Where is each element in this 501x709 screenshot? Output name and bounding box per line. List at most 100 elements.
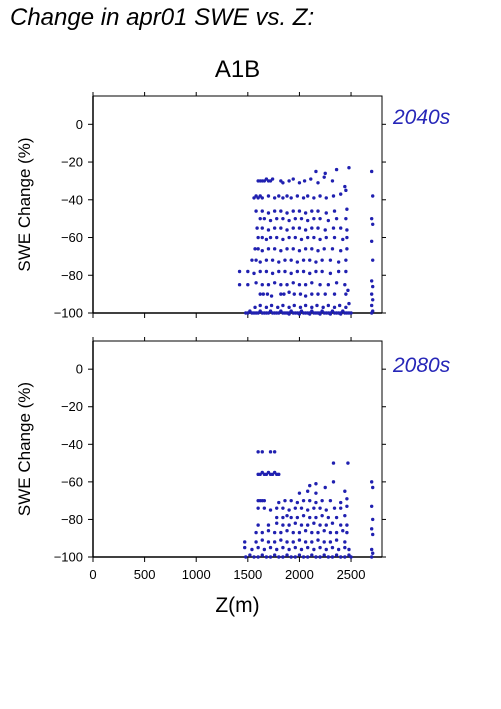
x-tick-label: 0 <box>89 567 96 582</box>
data-point <box>331 461 336 465</box>
data-point <box>299 523 304 527</box>
data-point <box>275 515 279 520</box>
data-point <box>314 491 318 495</box>
data-point <box>310 292 314 296</box>
data-point <box>312 521 316 525</box>
data-point <box>305 235 310 240</box>
data-point <box>264 269 269 274</box>
data-point <box>303 211 308 215</box>
data-point <box>337 303 342 308</box>
data-point <box>316 292 320 296</box>
data-point <box>266 540 271 544</box>
data-point <box>272 553 277 557</box>
data-point <box>316 226 320 230</box>
data-point <box>292 292 296 296</box>
data-point <box>343 513 347 518</box>
data-point <box>301 555 306 559</box>
data-point <box>279 283 283 287</box>
data-point <box>277 260 281 264</box>
data-point <box>314 500 318 505</box>
data-point <box>287 179 291 183</box>
data-point <box>330 247 335 251</box>
data-point <box>258 269 262 274</box>
data-point <box>322 247 326 251</box>
data-point <box>285 194 289 198</box>
data-point <box>299 237 304 242</box>
data-point <box>308 515 312 520</box>
data-point <box>297 491 302 495</box>
data-point <box>314 482 318 486</box>
data-point <box>264 258 269 262</box>
data-point <box>303 529 308 533</box>
y-tick-label: −80 <box>61 268 83 283</box>
data-point <box>341 237 345 242</box>
data-point <box>277 555 281 559</box>
data-point <box>334 281 339 285</box>
data-point <box>258 292 262 296</box>
data-point <box>318 194 322 198</box>
data-point <box>371 517 375 522</box>
data-point <box>237 283 242 287</box>
data-point <box>322 529 326 533</box>
data-point <box>246 283 250 287</box>
data-point <box>301 196 306 200</box>
data-point <box>291 247 295 251</box>
data-point <box>336 260 341 264</box>
data-point <box>320 258 324 262</box>
data-point <box>266 529 271 533</box>
data-point <box>303 540 308 544</box>
x-tick-label: 1500 <box>233 567 262 582</box>
data-point <box>305 489 310 493</box>
data-point <box>318 545 322 550</box>
data-point <box>371 222 375 227</box>
data-point <box>254 281 258 285</box>
data-point <box>322 540 326 544</box>
data-point <box>285 529 289 533</box>
data-point <box>277 500 281 505</box>
data-point <box>272 281 277 285</box>
data-point <box>272 247 277 251</box>
data-point <box>328 498 333 503</box>
data-point <box>344 216 348 221</box>
y-axis-label-2040s: SWE Change (%) <box>15 137 34 271</box>
data-point <box>339 523 343 527</box>
data-point <box>312 196 316 200</box>
data-point <box>282 292 286 296</box>
data-point <box>326 515 331 520</box>
data-point <box>254 209 258 213</box>
data-point <box>345 235 349 240</box>
data-point <box>272 540 277 544</box>
data-point <box>318 506 322 510</box>
data-point <box>244 555 248 559</box>
data-point <box>291 226 295 230</box>
data-point <box>339 226 343 230</box>
data-point <box>328 530 333 535</box>
data-point <box>312 547 316 552</box>
data-point <box>287 305 291 310</box>
data-point <box>332 506 337 510</box>
data-point <box>237 269 242 274</box>
data-point <box>334 216 339 221</box>
x-tick-label: 1000 <box>182 567 211 582</box>
data-point <box>270 258 275 262</box>
data-point <box>297 181 302 185</box>
data-point <box>336 547 341 552</box>
data-point <box>297 249 302 253</box>
data-point <box>343 555 347 559</box>
data-point <box>303 303 308 308</box>
data-point <box>318 312 322 316</box>
data-point <box>305 508 310 512</box>
data-point <box>369 480 374 484</box>
data-point <box>320 269 324 274</box>
data-point <box>330 179 335 183</box>
data-point <box>275 506 279 510</box>
data-point <box>316 209 320 213</box>
data-point <box>320 498 324 503</box>
data-point <box>310 530 314 535</box>
data-point <box>326 218 331 223</box>
data-point <box>369 216 374 221</box>
data-point <box>369 169 374 174</box>
data-point <box>250 258 254 262</box>
data-point <box>285 540 289 544</box>
data-point <box>297 283 302 287</box>
